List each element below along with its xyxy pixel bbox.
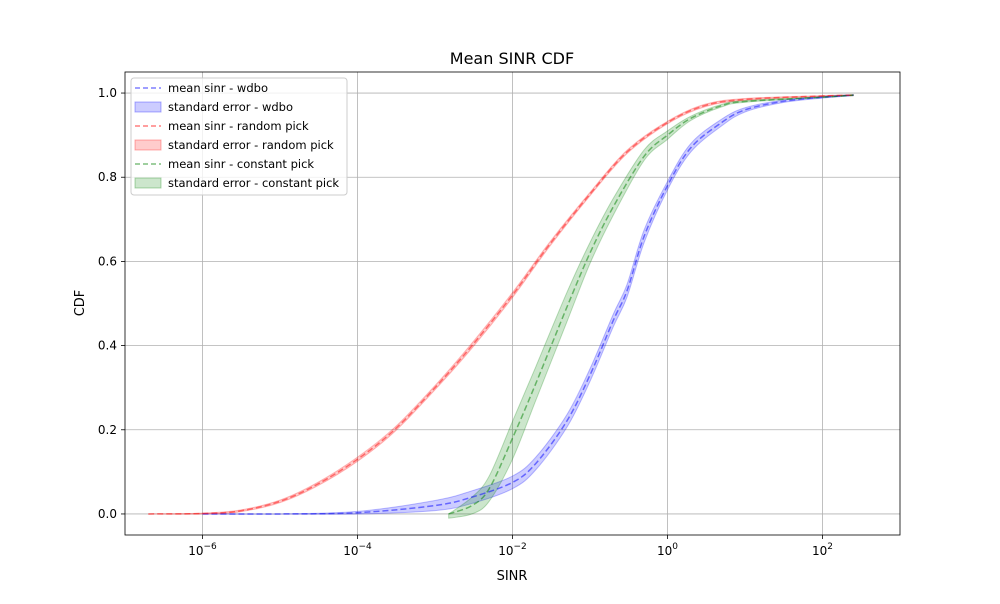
x-tick-base: 10 [343,544,358,558]
legend-label: standard error - random pick [168,138,334,152]
error-band-2 [448,94,854,519]
legend-label: mean sinr - random pick [168,119,309,133]
legend-label: mean sinr - wdbo [168,81,268,95]
x-tick-exponent: −2 [514,542,527,552]
x-tick-base: 10 [812,544,827,558]
y-tick-label: 0.4 [98,339,117,353]
x-tick-label: 10−4 [343,542,372,558]
legend-box [130,77,348,196]
y-tick-label: 1.0 [98,86,117,100]
legend-band-swatch [134,139,162,151]
x-tick-label: 102 [812,542,833,558]
x-axis-label: SINR [497,569,528,584]
x-tick-base: 10 [188,544,203,558]
x-tick-label: 10−2 [498,542,527,558]
mean-line-2 [448,94,854,515]
mean-line-0 [202,94,854,515]
chart-title: Mean SINR CDF [450,49,574,68]
y-tick-label: 0.0 [98,507,117,521]
x-tick-base: 10 [657,544,672,558]
y-tick-label: 0.8 [98,170,117,184]
x-tick-label: 10−6 [188,542,217,558]
x-tick-base: 10 [498,544,513,558]
legend: mean sinr - wdbo standard error - wdbo mea… [130,77,348,196]
x-tick-exponent: 2 [827,542,833,552]
mean-lines [148,94,854,515]
x-tick-exponent: 0 [672,542,678,552]
x-tick-exponent: −6 [204,542,218,552]
legend-band-swatch [134,177,162,189]
legend-label: mean sinr - constant pick [168,157,314,171]
y-tick-label: 0.6 [98,254,117,268]
y-tick-label: 0.2 [98,423,117,437]
y-axis-label: CDF [73,290,88,317]
legend-label: standard error - constant pick [168,176,339,190]
legend-label: standard error - wdbo [168,100,293,114]
legend-band-swatch [134,101,162,113]
x-tick-exponent: −4 [359,542,373,552]
x-tick-label: 100 [657,542,678,558]
